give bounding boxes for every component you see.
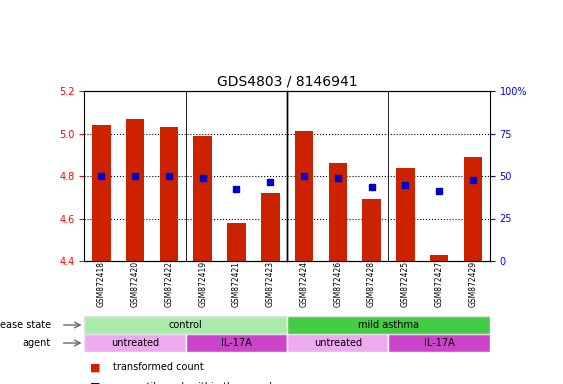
Bar <box>295 131 313 261</box>
Text: IL-17A: IL-17A <box>221 338 252 348</box>
Text: GSM872420: GSM872420 <box>131 261 140 307</box>
Text: transformed count: transformed count <box>113 362 203 372</box>
Text: untreated: untreated <box>314 338 362 348</box>
Title: GDS4803 / 8146941: GDS4803 / 8146941 <box>217 74 358 88</box>
Text: mild asthma: mild asthma <box>358 320 419 330</box>
Text: GSM872422: GSM872422 <box>164 261 173 307</box>
Text: untreated: untreated <box>111 338 159 348</box>
Bar <box>287 334 388 352</box>
Text: GSM872428: GSM872428 <box>367 261 376 307</box>
Bar <box>287 316 490 334</box>
Bar <box>126 119 144 261</box>
Text: percentile rank within the sample: percentile rank within the sample <box>113 382 278 384</box>
Bar <box>363 199 381 261</box>
Text: agent: agent <box>23 338 51 348</box>
Text: GSM872419: GSM872419 <box>198 261 207 307</box>
Bar <box>92 125 110 261</box>
Bar <box>261 193 280 261</box>
Text: ■: ■ <box>90 382 101 384</box>
Text: ■: ■ <box>90 362 101 372</box>
Text: GSM872427: GSM872427 <box>435 261 444 307</box>
Bar <box>84 316 287 334</box>
Text: GSM872425: GSM872425 <box>401 261 410 307</box>
Text: IL-17A: IL-17A <box>424 338 454 348</box>
Bar <box>464 157 482 261</box>
Text: GSM872429: GSM872429 <box>468 261 477 307</box>
Bar <box>430 255 449 261</box>
Bar <box>227 223 246 261</box>
Text: disease state: disease state <box>0 320 51 330</box>
Bar <box>396 167 415 261</box>
Bar <box>160 127 178 261</box>
Bar <box>388 334 490 352</box>
Text: GSM872424: GSM872424 <box>300 261 309 307</box>
Text: GSM872426: GSM872426 <box>333 261 342 307</box>
Bar <box>329 163 347 261</box>
Text: GSM872418: GSM872418 <box>97 261 106 307</box>
Text: GSM872421: GSM872421 <box>232 261 241 307</box>
Text: control: control <box>169 320 203 330</box>
Bar <box>84 334 186 352</box>
Text: GSM872423: GSM872423 <box>266 261 275 307</box>
Bar <box>194 136 212 261</box>
Bar <box>186 334 287 352</box>
